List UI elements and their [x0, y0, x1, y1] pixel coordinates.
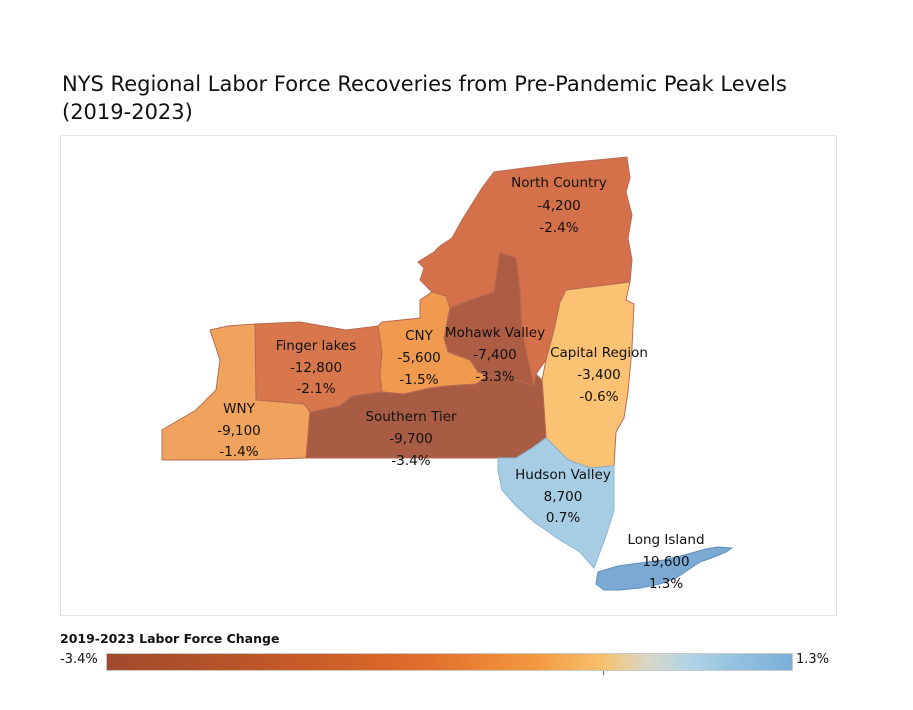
- region-name: North Country: [511, 175, 607, 191]
- region-change: -4,200: [537, 198, 581, 214]
- label-mohawk-valley: Mohawk Valley -7,400 -3.3%: [445, 325, 545, 385]
- region-change: -7,400: [473, 347, 517, 363]
- region-name: Long Island: [627, 532, 704, 548]
- region-name: Mohawk Valley: [445, 325, 545, 341]
- region-pct: -2.4%: [539, 220, 578, 236]
- region-change: -5,600: [397, 350, 441, 366]
- region-name: Finger lakes: [276, 338, 357, 354]
- region-name: Capital Region: [550, 345, 648, 361]
- region-name: Southern Tier: [365, 409, 457, 425]
- region-name: CNY: [405, 328, 434, 344]
- label-long-island: Long Island 19,600 1.3%: [627, 532, 704, 592]
- region-pct: -2.1%: [296, 381, 335, 397]
- region-name: WNY: [223, 401, 255, 417]
- region-long-island[interactable]: [595, 546, 734, 591]
- region-pct: -1.5%: [399, 372, 438, 388]
- label-capital-region: Capital Region -3,400 -0.6%: [550, 345, 648, 405]
- region-change: 8,700: [544, 489, 583, 505]
- region-change: -12,800: [290, 360, 342, 376]
- label-north-country: North Country -4,200 -2.4%: [511, 175, 607, 236]
- legend-color-scale: [106, 653, 793, 671]
- chart-title: NYS Regional Labor Force Recoveries from…: [62, 72, 787, 124]
- label-finger-lakes: Finger lakes -12,800 -2.1%: [276, 338, 357, 397]
- region-change: -9,100: [217, 423, 261, 439]
- legend-min-label: -3.4%: [60, 652, 98, 667]
- region-pct: -0.6%: [579, 389, 618, 405]
- legend-max-label: 1.3%: [796, 652, 830, 667]
- label-southern-tier: Southern Tier -9,700 -3.4%: [365, 409, 457, 469]
- region-change: -3,400: [577, 367, 621, 383]
- legend-zero-tick: [603, 671, 604, 675]
- region-name: Hudson Valley: [515, 467, 611, 483]
- region-pct: 1.3%: [649, 576, 683, 592]
- region-mohawk-valley[interactable]: [443, 251, 535, 387]
- region-pct: -3.4%: [391, 453, 430, 469]
- legend-title: 2019-2023 Labor Force Change: [60, 631, 280, 646]
- region-wny[interactable]: [161, 323, 311, 461]
- region-change: 19,600: [642, 554, 689, 570]
- map-frame: [60, 135, 837, 616]
- region-pct: 0.7%: [546, 510, 580, 526]
- label-hudson-valley: Hudson Valley 8,700 0.7%: [515, 467, 611, 526]
- label-wny: WNY -9,100 -1.4%: [217, 401, 261, 460]
- region-pct: -1.4%: [219, 444, 258, 460]
- label-cny: CNY -5,600 -1.5%: [397, 328, 441, 388]
- region-change: -9,700: [389, 431, 433, 447]
- region-pct: -3.3%: [475, 369, 514, 385]
- region-hudson-valley[interactable]: [497, 437, 615, 569]
